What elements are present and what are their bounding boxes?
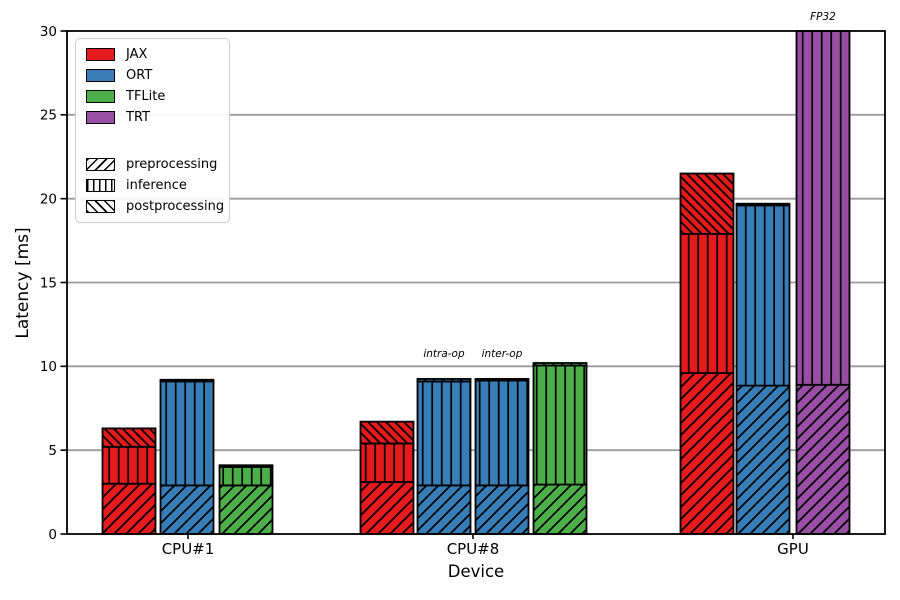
y-tick-label-20: 20: [40, 191, 57, 207]
legend-label-ort: ORT: [126, 68, 153, 83]
bar-gpu-ort: [735, 202, 791, 535]
annotation-intraop: intra-op: [423, 348, 465, 360]
bar-cpu1-ort-preprocessing-hatch: [160, 485, 214, 534]
bar-cpu8-tflite-inference-hatch: [533, 365, 587, 485]
bar-cpu8-ort-intraop-postprocessing-edge: [416, 378, 472, 383]
bar-cpu8-jax-preprocessing-hatch: [360, 482, 414, 534]
bar-cpu1-jax-postprocessing-hatch: [102, 428, 156, 447]
bar-gpu-jax-postprocessing-hatch: [680, 173, 734, 234]
bar-cpu8-tflite-postprocessing-edge: [532, 362, 588, 367]
legend-item-inference: inference: [86, 179, 219, 192]
y-tick-label-10: 10: [40, 359, 57, 375]
x-tick-label-cpu8: CPU#8: [447, 540, 500, 558]
bar-cpu8-ort-interop-inference-hatch: [475, 380, 529, 486]
bar-gpu-trt-inference-hatch: [796, 31, 850, 385]
bar-gpu-ort-postprocessing-edge: [735, 202, 791, 207]
bar-cpu8-jax: [359, 420, 415, 535]
bar-gpu-jax: [679, 172, 735, 535]
legend-item-jax: JAX: [86, 48, 219, 61]
legend-label-tflite: TFLite: [126, 89, 166, 104]
annotation-interop: inter-op: [482, 348, 523, 360]
y-tick-label-5: 5: [48, 443, 57, 459]
y-axis-label: Latency [ms]: [13, 227, 33, 339]
x-axis-label: Device: [447, 562, 505, 581]
legend-label-jax: JAX: [126, 47, 148, 62]
legend-label-postprocessing: postprocessing: [126, 199, 225, 214]
legend-swatch-ort: [86, 69, 115, 82]
bar-gpu-jax-preprocessing-hatch: [680, 373, 734, 534]
x-tick-label-gpu: GPU: [777, 540, 809, 558]
legend-swatch-inference: [86, 179, 115, 192]
bar-cpu1-jax-preprocessing-hatch: [102, 483, 156, 534]
annotation-fp32: FP32: [810, 11, 836, 23]
legend-item-preprocessing: preprocessing: [86, 158, 219, 171]
bar-cpu1-tflite-postprocessing-edge: [218, 464, 274, 468]
bar-cpu8-ort-interop: [474, 378, 530, 535]
legend-item-trt: TRT: [86, 111, 219, 124]
bar-gpu-jax-inference-hatch: [680, 233, 734, 374]
bar-cpu8-ort-intraop-postprocessing-hatch: [417, 378, 471, 382]
bar-gpu-ort-preprocessing-hatch: [736, 385, 790, 534]
y-tick-label-15: 15: [40, 275, 57, 291]
legend-label-preprocessing: preprocessing: [126, 157, 218, 172]
legend-label-trt: TRT: [126, 110, 150, 125]
y-tick-label-25: 25: [40, 108, 57, 124]
bar-cpu1-ort: [159, 378, 215, 535]
bar-cpu8-ort-intraop-preprocessing-hatch: [417, 485, 471, 534]
bar-cpu1-ort-postprocessing-edge: [159, 378, 215, 383]
bar-gpu-jax-postprocessing-edge: [679, 172, 735, 235]
bar-cpu1-tflite-inference-hatch: [219, 466, 273, 486]
bar-cpu8-jax-postprocessing-hatch: [360, 421, 414, 444]
bar-gpu-ort-inference-hatch: [736, 205, 790, 386]
plot-area: intra-op inter-op FP32 0 5 10 15 20 25 30 CPU#1 CPU…: [40, 11, 886, 558]
bar-cpu1-tflite: [218, 464, 274, 535]
bar-cpu1-jax-inference-hatch: [102, 446, 156, 484]
bar-cpu8-tflite-postprocessing-hatch: [533, 362, 587, 366]
legend-item-postprocessing: postprocessing: [86, 200, 224, 213]
y-tick-label-30: 30: [40, 24, 57, 40]
bar-cpu8-ort-interop-postprocessing-edge: [474, 378, 530, 382]
bar-cpu8-jax-inference-hatch: [360, 443, 414, 483]
bar-cpu8-tflite-preprocessing-hatch: [533, 484, 587, 534]
x-tick-label-cpu1: CPU#1: [162, 540, 215, 558]
bar-cpu1-tflite-preprocessing-hatch: [219, 485, 273, 534]
legend-swatch-jax: [86, 48, 115, 61]
bar-gpu-trt-preprocessing-hatch: [796, 384, 850, 534]
legend-item-ort: ORT: [86, 69, 219, 82]
legend-swatch-preprocessing: [86, 158, 115, 171]
legend: JAX ORT TFLite TRT preprocessing inference pos…: [75, 38, 230, 223]
legend-swatch-tflite: [86, 90, 115, 103]
bar-cpu8-jax-postprocessing-edge: [359, 420, 415, 445]
bar-gpu-trt: [795, 30, 851, 535]
legend-label-inference: inference: [126, 178, 187, 193]
bar-cpu8-tflite: [532, 362, 588, 535]
bar-cpu8-ort-intraop-inference-hatch: [417, 381, 471, 486]
legend-spacer: [86, 132, 219, 150]
bar-cpu1-jax: [101, 427, 157, 535]
bar-cpu8-ort-intraop: [416, 378, 472, 535]
bar-cpu8-ort-interop-preprocessing-hatch: [475, 485, 529, 534]
bar-cpu1-jax-postprocessing-edge: [101, 427, 157, 448]
legend-swatch-postprocessing: [86, 200, 115, 213]
legend-item-tflite: TFLite: [86, 90, 219, 103]
y-tick-label-0: 0: [48, 527, 57, 543]
legend-swatch-trt: [86, 111, 115, 124]
bar-cpu1-ort-inference-hatch: [160, 381, 214, 486]
